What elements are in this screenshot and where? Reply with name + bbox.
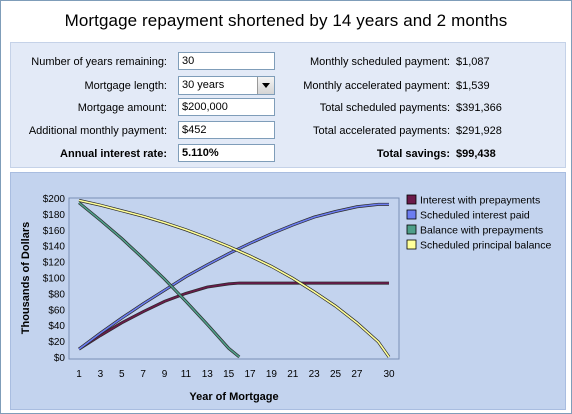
chevron-down-icon[interactable] <box>257 77 274 94</box>
x-tick-label: 19 <box>266 369 278 380</box>
y-axis-label: Thousands of Dollars <box>20 222 32 334</box>
mortgage-chart: $0 $20 $40 $60 $80 $100 $120 $140 $160 $180 $200 1… <box>20 194 552 403</box>
total-scheduled-label: Total scheduled payments: <box>319 102 450 114</box>
x-tick-label: 13 <box>202 369 214 380</box>
y-tick-label: $160 <box>43 226 66 237</box>
x-tick-label: 3 <box>98 369 104 380</box>
x-tick-label: 7 <box>140 369 146 380</box>
total-accelerated-label: Total accelerated payments: <box>313 125 450 137</box>
x-tick-label: 25 <box>330 369 342 380</box>
monthly-accelerated-value: $1,539 <box>456 80 490 92</box>
interest-rate-label: Annual interest rate: <box>60 148 167 160</box>
series-line-0 <box>78 282 389 350</box>
page-title: Mortgage repayment shortened by 14 years… <box>64 11 508 30</box>
chart-panel: $0 $20 $40 $60 $80 $100 $120 $140 $160 $180 $200 1… <box>10 172 566 410</box>
x-tick-label: 30 <box>383 369 395 380</box>
additional-payment-label: Additional monthly payment: <box>28 125 167 137</box>
monthly-accelerated-label: Monthly accelerated payment: <box>303 80 450 92</box>
total-scheduled-value: $391,366 <box>456 102 502 114</box>
legend-label: Scheduled principal balance <box>420 240 552 252</box>
mortgage-length-value: 30 years <box>182 79 225 91</box>
series-line-1 <box>78 203 389 350</box>
x-tick-label: 5 <box>119 369 125 380</box>
y-tick-label: $140 <box>43 242 66 253</box>
input-panel: Number of years remaining: 30 Mortgage l… <box>10 42 566 168</box>
y-tick-label: $180 <box>43 210 66 221</box>
mortgage-amount-input[interactable]: $200,000 <box>178 98 275 116</box>
y-tick-label: $200 <box>43 194 66 205</box>
x-tick-label: 1 <box>76 369 82 380</box>
legend-swatch <box>406 239 417 250</box>
legend-swatch <box>406 194 417 205</box>
legend-label: Scheduled interest paid <box>420 210 530 222</box>
monthly-scheduled-value: $1,087 <box>456 56 490 68</box>
total-accelerated-value: $291,928 <box>456 125 502 137</box>
y-tick-label: $120 <box>43 258 66 269</box>
y-tick-label: $100 <box>43 274 66 285</box>
legend-swatch <box>406 224 417 235</box>
mortgage-amount-label: Mortgage amount: <box>77 102 167 114</box>
additional-payment-input[interactable]: $452 <box>178 121 275 139</box>
series-line-2 <box>78 202 240 358</box>
legend-label: Interest with prepayments <box>420 195 540 207</box>
plot-area <box>68 197 400 360</box>
x-tick-label: 9 <box>162 369 168 380</box>
x-axis-label: Year of Mortgage <box>189 391 278 403</box>
y-tick-label: $20 <box>48 337 65 348</box>
y-tick-label: $40 <box>48 321 65 332</box>
y-tick-label: $80 <box>48 289 65 300</box>
x-tick-label: 23 <box>309 369 321 380</box>
interest-rate-input[interactable]: 5.110% <box>178 144 275 162</box>
y-tick-label: $60 <box>48 305 65 316</box>
x-tick-label: 11 <box>181 369 192 380</box>
x-tick-label: 15 <box>223 369 235 380</box>
total-savings-value: $99,438 <box>456 148 496 160</box>
chart-legend: Interest with prepayments Scheduled inter… <box>406 194 552 252</box>
series-line-3 <box>78 199 390 358</box>
monthly-scheduled-label: Monthly scheduled payment: <box>309 56 450 68</box>
total-savings-label: Total savings: <box>376 148 450 160</box>
y-tick-label: $0 <box>54 353 66 364</box>
x-tick-label: 27 <box>351 369 363 380</box>
x-tick-label: 21 <box>287 369 299 380</box>
years-remaining-label: Number of years remaining: <box>31 56 167 68</box>
mortgage-length-select[interactable]: 30 years <box>178 76 275 95</box>
mortgage-length-label: Mortgage length: <box>84 80 167 92</box>
legend-label: Balance with prepayments <box>420 225 543 237</box>
legend-swatch <box>406 209 417 220</box>
x-tick-label: 17 <box>244 369 256 380</box>
years-remaining-input[interactable]: 30 <box>178 52 275 70</box>
